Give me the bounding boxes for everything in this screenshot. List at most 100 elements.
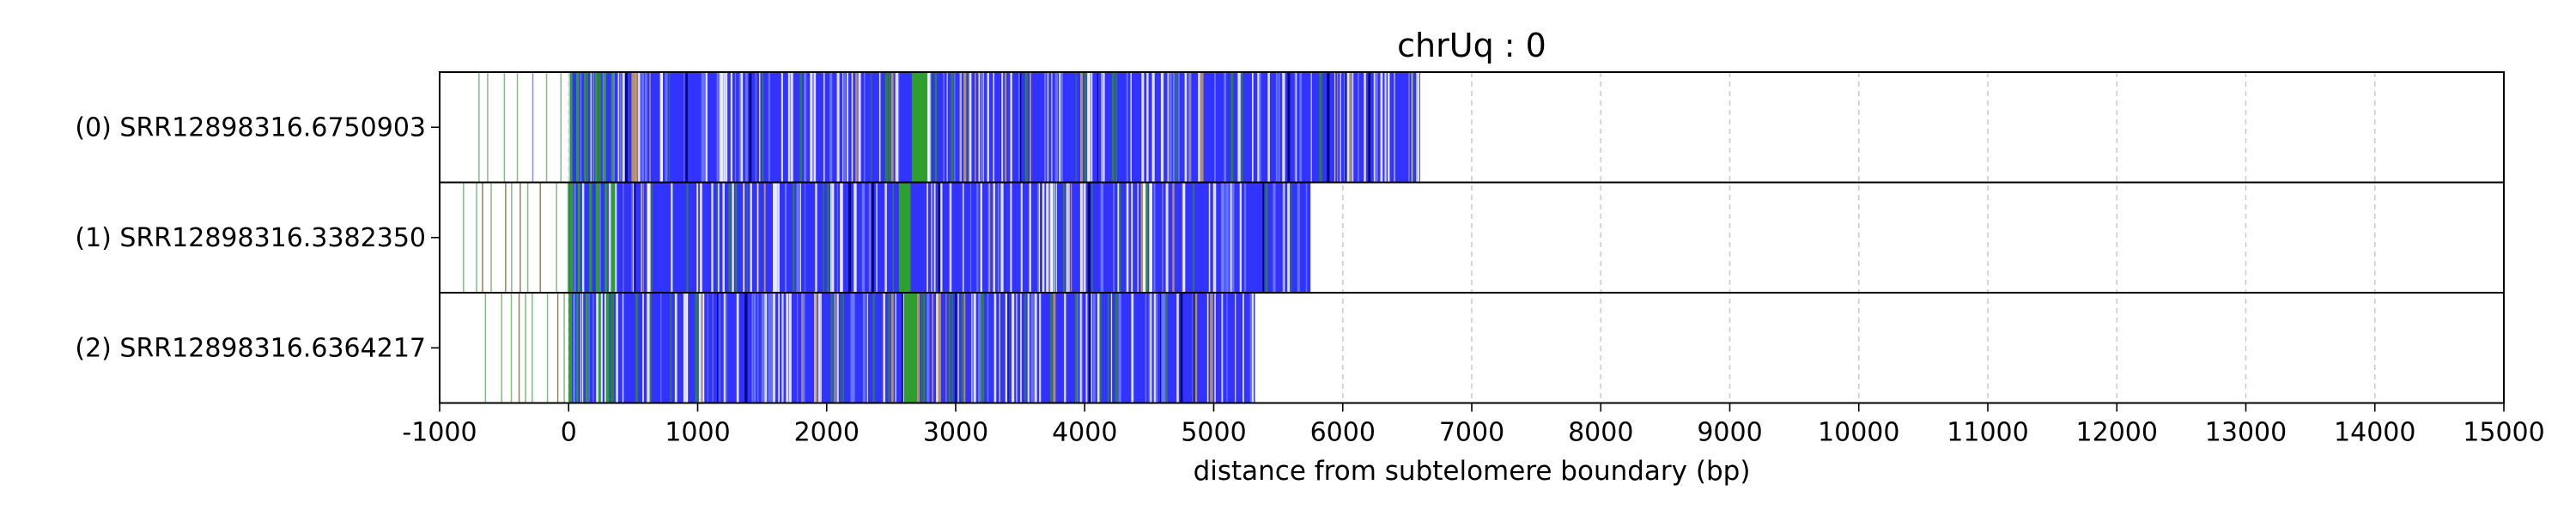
- stripe: [936, 294, 939, 403]
- stripe: [1283, 183, 1285, 292]
- stripe: [580, 73, 582, 182]
- green-block-4: [605, 183, 608, 292]
- stripe: [696, 183, 699, 292]
- stripe: [786, 294, 789, 403]
- sparse-mark: [511, 183, 513, 292]
- stripe: [815, 294, 818, 403]
- stripe: [701, 294, 704, 403]
- stripe: [1267, 73, 1270, 182]
- stripe: [1334, 73, 1336, 182]
- stripe: [1064, 294, 1066, 403]
- sparse-mark: [567, 183, 569, 292]
- green-block-4: [605, 294, 610, 403]
- stripe: [635, 294, 639, 403]
- stripe: [959, 73, 961, 182]
- stripe: [997, 183, 999, 292]
- stripe: [894, 73, 896, 182]
- stripe: [736, 294, 739, 403]
- stripe: [855, 73, 858, 182]
- stripe: [866, 294, 868, 403]
- stripe: [1206, 294, 1209, 403]
- stripe: [1337, 73, 1339, 182]
- stripe: [592, 294, 594, 403]
- stripe: [1115, 294, 1118, 403]
- green-block-3: [598, 294, 601, 403]
- stripe: [633, 73, 636, 182]
- stripe: [647, 294, 650, 403]
- stripe: [1010, 73, 1012, 182]
- stripe: [1282, 73, 1285, 182]
- stripe: [632, 183, 635, 292]
- x-tick-label-5: 4000: [1052, 418, 1117, 448]
- stripe: [705, 73, 708, 182]
- stripe: [591, 183, 592, 292]
- stripe: [1059, 73, 1061, 182]
- stripe: [588, 294, 590, 403]
- sparse-mark: [532, 73, 534, 182]
- x-tick-label-12: 11000: [1947, 418, 2028, 448]
- stripe: [581, 183, 585, 292]
- stripe: [968, 73, 969, 182]
- stripe: [922, 294, 926, 403]
- stripe: [842, 73, 844, 182]
- stripe: [723, 294, 726, 403]
- stripe: [686, 183, 689, 292]
- stripe: [836, 183, 838, 292]
- stripe: [892, 183, 894, 292]
- stripe: [827, 183, 829, 292]
- stripe: [1044, 73, 1047, 182]
- stripe: [1198, 73, 1200, 182]
- stripe: [842, 294, 845, 403]
- stripe: [969, 73, 972, 182]
- stripe: [1037, 183, 1041, 292]
- stripe: [1226, 294, 1228, 403]
- stripe: [634, 183, 636, 292]
- stripe: [833, 294, 835, 403]
- stripe: [1193, 183, 1194, 292]
- stripe: [1155, 294, 1158, 403]
- stripe: [1084, 73, 1087, 182]
- stripe: [759, 73, 761, 182]
- stripe: [1001, 73, 1004, 182]
- stripe: [1260, 73, 1261, 182]
- stripe: [1085, 294, 1088, 403]
- green-block-3: [595, 73, 598, 182]
- stripe: [854, 183, 856, 292]
- stripe: [841, 183, 843, 292]
- stripe: [725, 73, 728, 182]
- stripe: [943, 73, 945, 182]
- stripe: [1231, 183, 1235, 292]
- stripe: [764, 294, 768, 403]
- green-block-5: [611, 183, 616, 292]
- stripe: [852, 294, 855, 403]
- stripe: [1163, 294, 1166, 403]
- stripe: [619, 73, 622, 182]
- stripe: [823, 73, 825, 182]
- stripe: [1119, 183, 1121, 292]
- stripe: [1099, 294, 1102, 403]
- green-block-6: [898, 183, 911, 292]
- x-tick-label-0: -1000: [402, 418, 477, 448]
- x-tick-label-15: 14000: [2334, 418, 2415, 448]
- stripe: [982, 73, 984, 182]
- sparse-mark: [463, 183, 465, 292]
- sparse-mark: [526, 183, 529, 292]
- stripe: [1145, 294, 1147, 403]
- stripe: [1265, 183, 1268, 292]
- green-block-0: [569, 73, 573, 182]
- stripe: [802, 294, 805, 403]
- stripe: [797, 183, 801, 292]
- stripe: [649, 294, 652, 403]
- stripe: [1287, 73, 1291, 182]
- stripe: [993, 183, 996, 292]
- stripe: [1007, 294, 1009, 403]
- stripe: [716, 183, 719, 292]
- stripe: [1380, 73, 1383, 182]
- stripe: [1230, 183, 1232, 292]
- stripe: [568, 73, 570, 182]
- stripe: [835, 294, 836, 403]
- stripe: [1024, 73, 1028, 182]
- stripe: [790, 73, 793, 182]
- stripe: [669, 73, 671, 182]
- stripe: [864, 73, 866, 182]
